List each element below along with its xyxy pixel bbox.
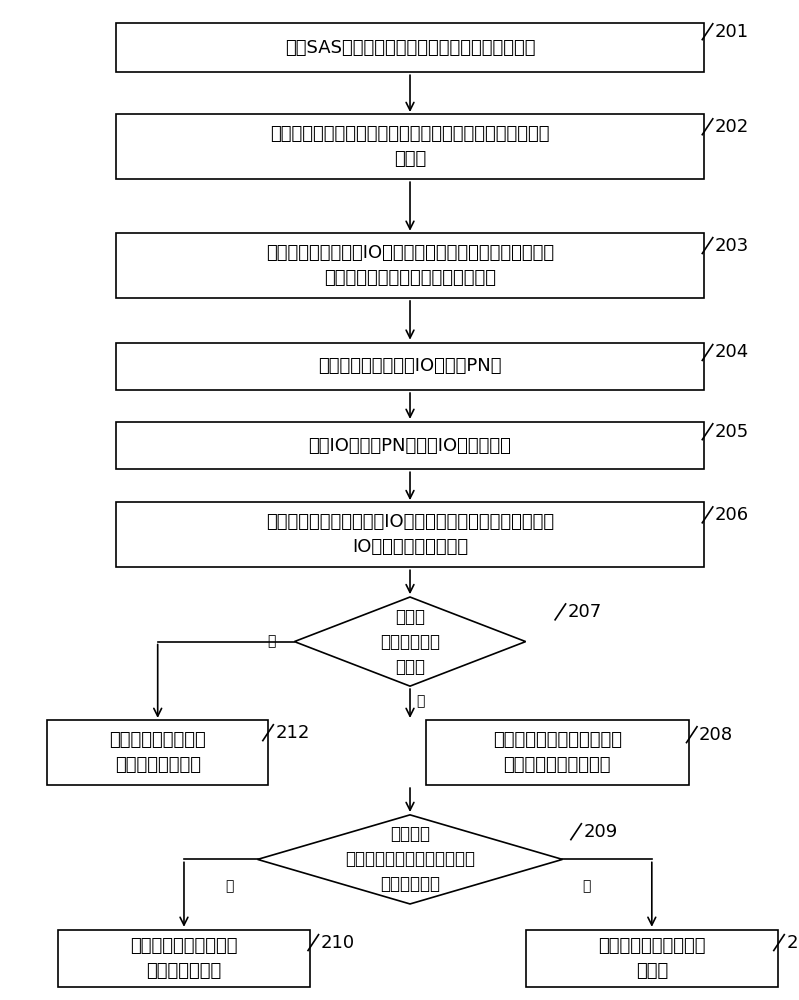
Text: 204: 204	[715, 343, 749, 361]
Text: 扫描待测试存储器上IO模块的PN码: 扫描待测试存储器上IO模块的PN码	[318, 357, 502, 375]
Bar	[58, 930, 310, 987]
Bar	[116, 114, 705, 179]
Text: 通过测试服务器发送报
警信息: 通过测试服务器发送报 警信息	[598, 937, 706, 980]
Text: 205: 205	[715, 423, 749, 441]
Text: 212: 212	[276, 724, 310, 742]
Text: 否: 否	[582, 879, 590, 893]
Text: 在测试服务器上存储驱动加载脚本、日志记录脚本及硬件检
测脚本: 在测试服务器上存储驱动加载脚本、日志记录脚本及硬件检 测脚本	[270, 125, 550, 168]
Text: 208: 208	[699, 726, 733, 744]
Text: 通过SAS线将测试服务器与各个待测试存储器相连: 通过SAS线将测试服务器与各个待测试存储器相连	[284, 39, 535, 57]
Text: 根据硬件
信息判断待测试存储器上硬件
状态是否正常: 根据硬件 信息判断待测试存储器上硬件 状态是否正常	[345, 825, 475, 893]
Text: 是: 是	[416, 694, 425, 708]
Text: 201: 201	[715, 23, 749, 41]
Bar	[426, 720, 689, 785]
Text: 运行硬件检测脚本，抓取待
测试存储器的硬件信息: 运行硬件检测脚本，抓取待 测试存储器的硬件信息	[493, 731, 622, 774]
Bar	[47, 720, 268, 785]
Text: 209: 209	[583, 823, 618, 841]
Polygon shape	[257, 815, 562, 904]
Text: 是: 是	[225, 879, 233, 893]
Bar	[116, 343, 705, 390]
Bar	[116, 422, 705, 469]
Text: 根据IO模块的PN码确定IO模块的类型: 根据IO模块的PN码确定IO模块的类型	[308, 437, 511, 455]
Bar	[526, 930, 778, 987]
Text: 210: 210	[320, 934, 355, 952]
Text: 通过测试服务器发送
驱动加载失败信息: 通过测试服务器发送 驱动加载失败信息	[109, 731, 206, 774]
Polygon shape	[294, 597, 526, 686]
Text: 判断驱
动程序是否加
载成功: 判断驱 动程序是否加 载成功	[380, 608, 440, 676]
Text: 扫描待测试存储器上IO模块的序列号，运行日志记录脚本，
根据所述序列号形成对应的日志文件: 扫描待测试存储器上IO模块的序列号，运行日志记录脚本， 根据所述序列号形成对应的…	[266, 244, 554, 287]
Bar	[116, 233, 705, 298]
Text: 否: 否	[267, 635, 276, 649]
Text: 运行驱动加载脚本，根据IO模块的类型加载待测试存储器上
IO模块对应的驱动程序: 运行驱动加载脚本，根据IO模块的类型加载待测试存储器上 IO模块对应的驱动程序	[266, 513, 554, 556]
Text: 203: 203	[715, 237, 749, 255]
Text: 206: 206	[715, 506, 749, 524]
Bar	[116, 502, 705, 567]
Text: 207: 207	[568, 603, 602, 621]
Text: 通过测试服务器发送驱
动加载成功信息: 通过测试服务器发送驱 动加载成功信息	[130, 937, 238, 980]
Text: 211: 211	[786, 934, 799, 952]
Bar	[116, 23, 705, 72]
Text: 202: 202	[715, 118, 749, 136]
